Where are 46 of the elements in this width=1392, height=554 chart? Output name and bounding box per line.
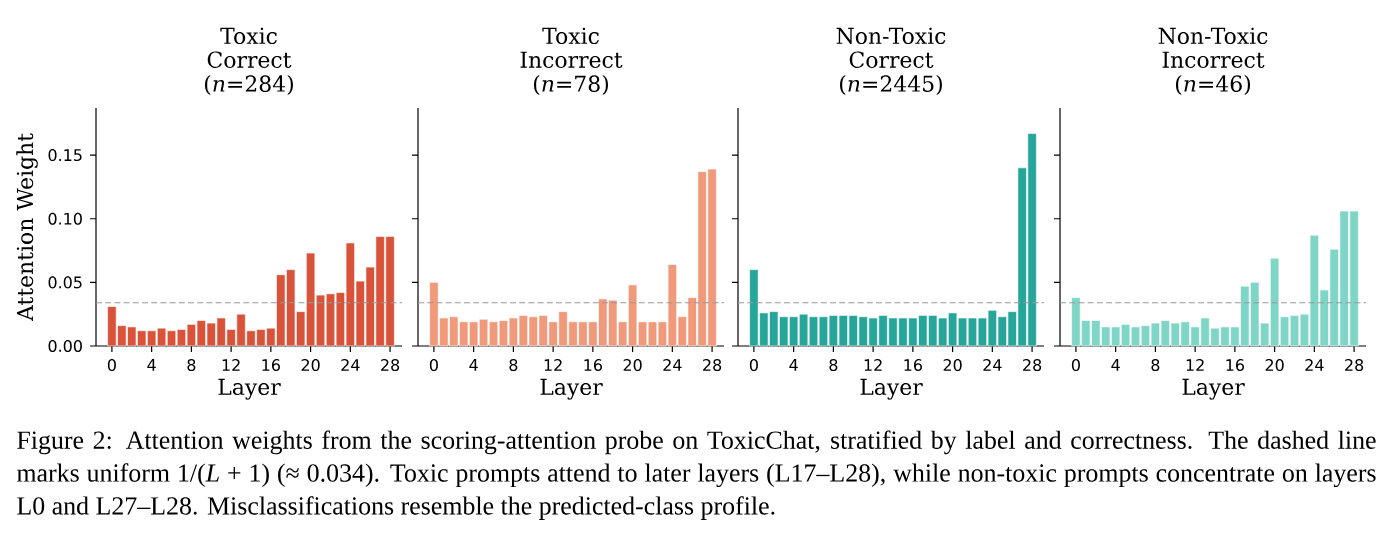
x-tick-label: 12	[864, 359, 882, 371]
x-tick-label: 8	[509, 359, 518, 372]
chart-subtitle: (n=284)	[205, 74, 293, 95]
x-tick-label: 4	[1111, 359, 1120, 371]
x-tick-label: 24	[983, 359, 1002, 371]
caption: Figure 2: Attention weights from the scoring-attention probe on ToxicChat, stratified by label and correctness. The dashed line marks uniform 1/(L + 1) (≈ 0.034). Toxic prompts attend to later layers (L17–L28), while non-toxic prompts concentrate on layers L0 and L27–L28. Misclassifications resemble the predicted-class profile.	[16, 430, 1376, 520]
x-tick-label: 24	[1305, 359, 1324, 371]
y-axis-title: Attention Weight	[16, 133, 38, 322]
x-tick-label: 16	[904, 359, 922, 372]
x-tick-label: 12	[222, 359, 240, 371]
x-tick-label: 0	[1071, 359, 1080, 372]
x-tick-label: 28	[703, 359, 722, 372]
x-tick-label: 24	[341, 359, 360, 371]
x-tick-label: 12	[1186, 359, 1204, 371]
x-axis-title: Layer	[1182, 378, 1245, 400]
x-tick-label: 28	[1345, 359, 1364, 372]
x-tick-label: 4	[789, 359, 798, 371]
chart-subtitle: (n=78)	[533, 74, 608, 95]
x-tick-label: 4	[147, 359, 156, 371]
x-tick-label: 12	[544, 359, 562, 371]
x-axis-title: Layer	[540, 378, 603, 400]
x-tick-label: 16	[1226, 359, 1244, 372]
x-tick-label: 16	[262, 359, 280, 372]
x-tick-label: 0	[429, 359, 438, 372]
y-tick-label: 0.00	[48, 339, 82, 353]
x-tick-label: 4	[469, 359, 478, 371]
x-tick-label: 0	[107, 359, 116, 372]
x-tick-label: 20	[943, 359, 962, 372]
x-axis-title: Layer	[860, 378, 923, 400]
x-tick-label: 20	[623, 359, 642, 372]
x-tick-label: 16	[584, 359, 602, 372]
x-tick-label: 24	[663, 359, 682, 371]
x-tick-label: 8	[829, 359, 838, 372]
x-tick-label: 28	[381, 359, 400, 372]
x-tick-label: 28	[1023, 359, 1042, 372]
x-tick-label: 8	[1151, 359, 1160, 372]
x-tick-label: 20	[301, 359, 320, 372]
chart-subtitle: (n=46)	[1176, 74, 1251, 95]
y-tick-label: 0.15	[48, 149, 82, 162]
x-tick-label: 8	[187, 359, 196, 372]
x-tick-label: 0	[749, 359, 758, 372]
x-axis-title: Layer	[218, 378, 281, 400]
x-tick-label: 20	[1265, 359, 1284, 372]
y-tick-label: 0.05	[48, 276, 82, 289]
chart-subtitle: (n=2445)	[840, 74, 942, 95]
y-tick-label: 0.10	[48, 212, 82, 225]
